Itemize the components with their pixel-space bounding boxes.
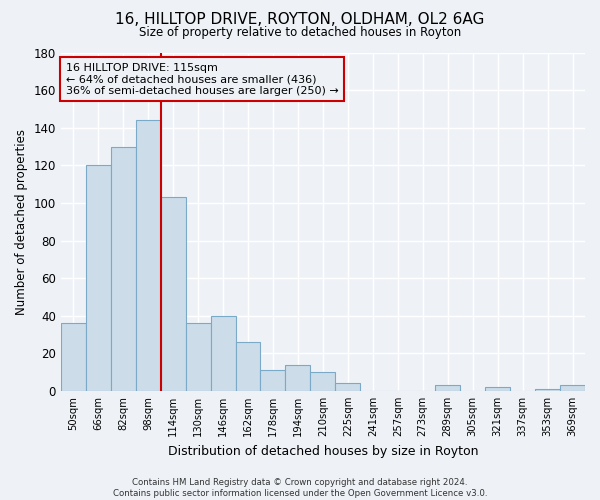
Bar [185,323,211,391]
Y-axis label: Number of detached properties: Number of detached properties [15,128,28,314]
Bar [310,372,335,391]
Bar [535,389,560,391]
Text: Contains HM Land Registry data © Crown copyright and database right 2024.
Contai: Contains HM Land Registry data © Crown c… [113,478,487,498]
X-axis label: Distribution of detached houses by size in Royton: Distribution of detached houses by size … [167,444,478,458]
Bar [260,370,286,391]
Bar [335,384,361,391]
Bar [435,386,460,391]
Bar [485,387,510,391]
Bar [560,386,585,391]
Bar [286,364,310,391]
Text: 16, HILLTOP DRIVE, ROYTON, OLDHAM, OL2 6AG: 16, HILLTOP DRIVE, ROYTON, OLDHAM, OL2 6… [115,12,485,28]
Bar [136,120,161,391]
Text: 16 HILLTOP DRIVE: 115sqm
← 64% of detached houses are smaller (436)
36% of semi-: 16 HILLTOP DRIVE: 115sqm ← 64% of detach… [66,62,339,96]
Bar [211,316,236,391]
Bar [111,146,136,391]
Text: Size of property relative to detached houses in Royton: Size of property relative to detached ho… [139,26,461,39]
Bar [61,323,86,391]
Bar [161,198,185,391]
Bar [236,342,260,391]
Bar [86,166,111,391]
